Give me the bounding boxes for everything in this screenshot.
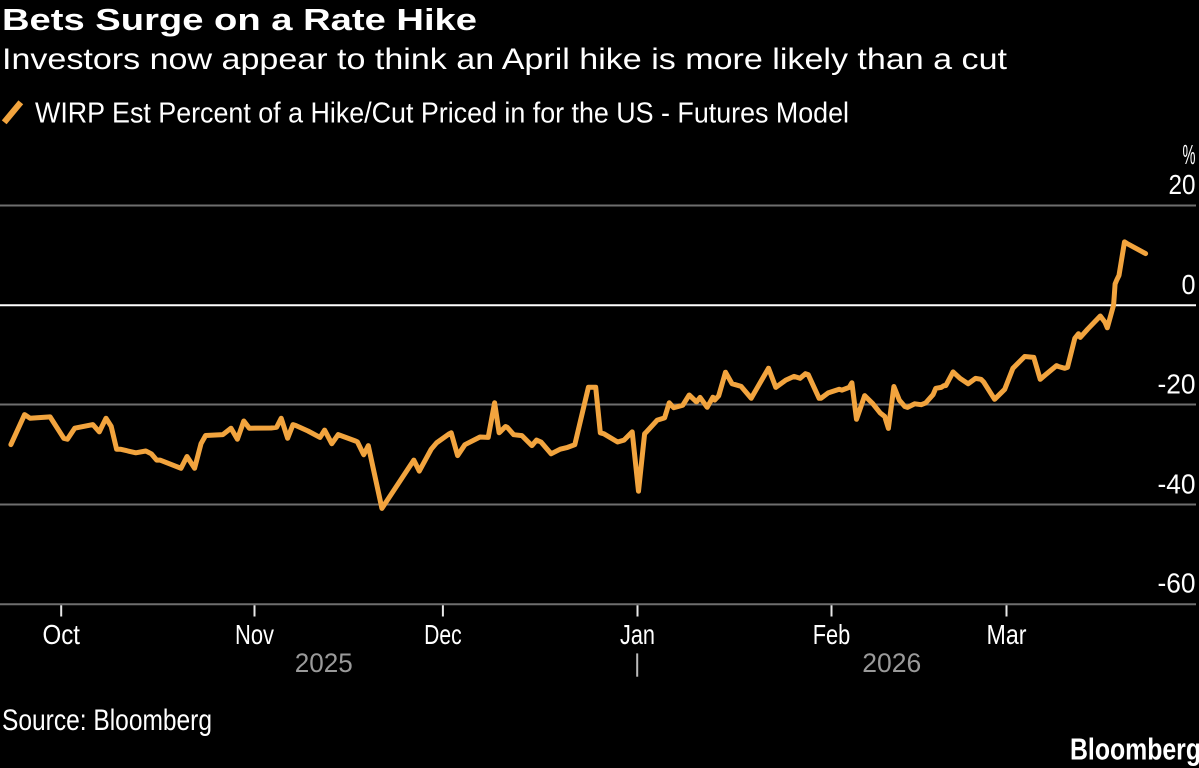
svg-text:2026: 2026: [862, 648, 921, 678]
svg-text:0: 0: [1182, 269, 1196, 300]
svg-text:Dec: Dec: [424, 619, 462, 650]
svg-text:Oct: Oct: [42, 619, 80, 650]
svg-text:Mar: Mar: [987, 619, 1027, 650]
svg-text:Feb: Feb: [813, 619, 851, 650]
svg-text:20: 20: [1169, 169, 1196, 200]
svg-text:-40: -40: [1158, 469, 1196, 500]
svg-text:Bloomberg: Bloomberg: [1070, 732, 1199, 767]
svg-text:Source: Bloomberg: Source: Bloomberg: [2, 704, 212, 737]
svg-text:-20: -20: [1158, 369, 1196, 400]
svg-text:WIRP Est Percent of a Hike/Cut: WIRP Est Percent of a Hike/Cut Priced in…: [35, 98, 849, 130]
svg-text:Jan: Jan: [620, 619, 655, 650]
svg-text:2025: 2025: [295, 648, 353, 678]
svg-text:-60: -60: [1158, 568, 1196, 599]
svg-text:Investors now appear to think: Investors now appear to think an April h…: [2, 43, 1008, 76]
svg-text:Bets Surge on a Rate Hike: Bets Surge on a Rate Hike: [2, 2, 477, 37]
svg-text:Nov: Nov: [235, 619, 274, 650]
svg-text:%: %: [1183, 139, 1196, 170]
